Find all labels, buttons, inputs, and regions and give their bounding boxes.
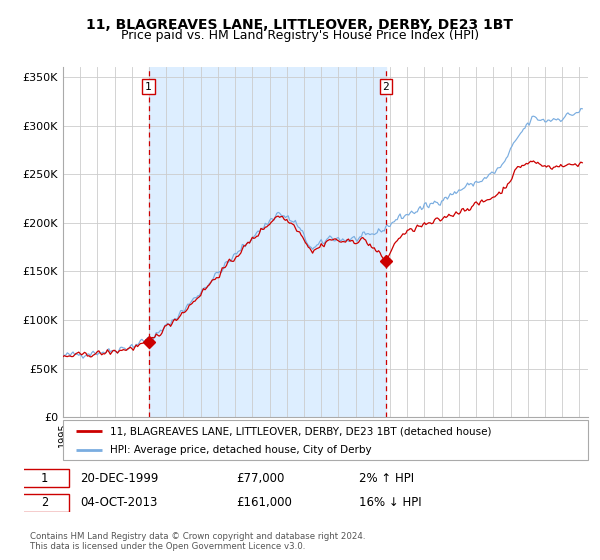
Text: Price paid vs. HM Land Registry's House Price Index (HPI): Price paid vs. HM Land Registry's House … <box>121 29 479 42</box>
Text: This data is licensed under the Open Government Licence v3.0.: This data is licensed under the Open Gov… <box>30 542 305 550</box>
FancyBboxPatch shape <box>63 420 588 460</box>
Text: 2: 2 <box>382 82 389 92</box>
Text: 1: 1 <box>145 82 152 92</box>
Text: 2% ↑ HPI: 2% ↑ HPI <box>359 472 414 484</box>
Text: HPI: Average price, detached house, City of Derby: HPI: Average price, detached house, City… <box>110 445 372 455</box>
Text: Contains HM Land Registry data © Crown copyright and database right 2024.: Contains HM Land Registry data © Crown c… <box>30 532 365 541</box>
Text: 04-OCT-2013: 04-OCT-2013 <box>80 496 157 510</box>
Text: £77,000: £77,000 <box>236 472 284 484</box>
Text: 20-DEC-1999: 20-DEC-1999 <box>80 472 158 484</box>
Text: £161,000: £161,000 <box>236 496 292 510</box>
Text: 11, BLAGREAVES LANE, LITTLEOVER, DERBY, DE23 1BT (detached house): 11, BLAGREAVES LANE, LITTLEOVER, DERBY, … <box>110 426 492 436</box>
FancyBboxPatch shape <box>21 494 68 512</box>
Text: 2: 2 <box>41 496 48 510</box>
Bar <box>149 67 386 417</box>
FancyBboxPatch shape <box>21 469 68 487</box>
Text: 1: 1 <box>41 472 48 484</box>
Text: 16% ↓ HPI: 16% ↓ HPI <box>359 496 421 510</box>
Text: 11, BLAGREAVES LANE, LITTLEOVER, DERBY, DE23 1BT: 11, BLAGREAVES LANE, LITTLEOVER, DERBY, … <box>86 18 514 32</box>
